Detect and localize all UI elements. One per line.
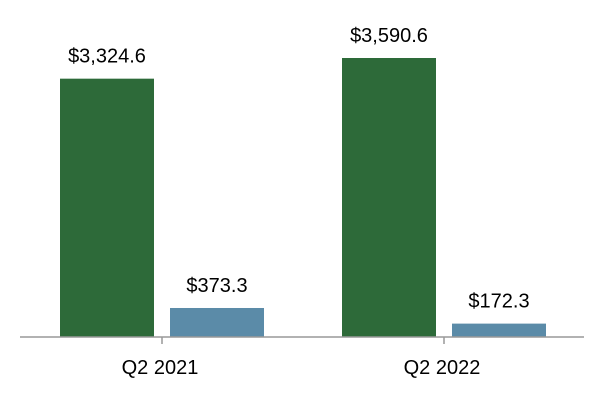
data-label-q2-2022-series-1: $3,590.6 [350,25,428,47]
bar-q2-2022-series-1 [342,58,436,337]
bars-layer [60,58,546,337]
x-axis-ticks [161,337,445,344]
data-labels-layer: $3,324.6 $373.3 $3,590.6 $172.3 [68,25,530,313]
bar-q2-2022-series-2 [452,323,546,337]
data-label-q2-2021-series-1: $3,324.6 [68,46,146,68]
data-label-q2-2021-series-2: $373.3 [186,275,247,297]
x-tick-label-q2-2021: Q2 2021 [122,357,199,379]
bar-q2-2021-series-1 [60,78,154,337]
data-label-q2-2022-series-2: $172.3 [468,291,529,313]
bar-q2-2021-series-2 [170,307,264,337]
x-tick-label-q2-2022: Q2 2022 [404,357,481,379]
